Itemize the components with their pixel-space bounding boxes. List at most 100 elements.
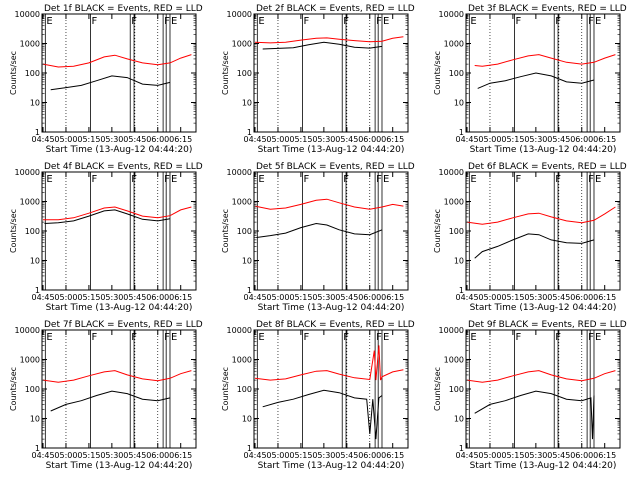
x-tick-label: 05:45 [123, 135, 146, 144]
y-tick-label: 1000 [444, 40, 464, 49]
series-line-events [256, 222, 383, 238]
x-tick-label: 06:15 [169, 135, 192, 144]
y-tick-label: 100 [25, 385, 40, 394]
interval-marker-label: E [46, 332, 52, 343]
x-tick-label: 05:00 [478, 293, 501, 302]
y-tick-label: 10000 [227, 10, 252, 19]
x-axis-label: Start Time (13-Aug-12 04:44:20) [470, 145, 617, 155]
interval-marker-label: F [588, 332, 594, 343]
interval-marker-label: E [470, 332, 476, 343]
x-tick-label: 05:00 [266, 135, 289, 144]
x-tick-label: 06:00 [570, 451, 593, 460]
series-line-lld [466, 370, 616, 383]
plot-frame [253, 13, 409, 133]
x-tick-label: 05:30 [312, 135, 335, 144]
x-tick-label: 06:15 [169, 451, 192, 460]
y-tick-label: 100 [237, 227, 252, 236]
chart-title: Det 8f BLACK = Events, RED = LLD [256, 320, 415, 330]
x-tick-label: 05:15 [289, 135, 312, 144]
interval-marker-label: F [376, 16, 382, 27]
interval-marker-label: E [171, 174, 177, 185]
x-tick-label: 05:45 [335, 451, 358, 460]
plot-frame [41, 13, 197, 133]
interval-marker-label: E [258, 174, 264, 185]
series-line-lld [43, 206, 192, 221]
chart-title: Det 7f BLACK = Events, RED = LLD [44, 320, 203, 330]
interval-marker-label: E [595, 174, 601, 185]
plot-frame [253, 171, 409, 291]
y-axis-label: Counts/sec [9, 51, 18, 95]
y-tick-label: 1000 [20, 198, 40, 207]
y-tick-label: 100 [449, 69, 464, 78]
x-tick-label: 05:15 [501, 293, 524, 302]
plot-frame [465, 171, 621, 291]
x-tick-label: 06:00 [146, 135, 169, 144]
series-line-lld [254, 36, 404, 44]
x-tick-label: 06:15 [593, 293, 616, 302]
y-tick-label: 1000 [444, 356, 464, 365]
x-tick-label: 05:00 [478, 135, 501, 144]
x-tick-label: 05:30 [524, 293, 547, 302]
interval-marker-label: F [376, 332, 382, 343]
x-tick-label: 05:00 [266, 293, 289, 302]
x-tick-label: 04:45 [243, 135, 266, 144]
y-tick-label: 100 [237, 69, 252, 78]
plot-frame [253, 329, 409, 449]
series-line-lld [254, 345, 404, 381]
y-axis-label: Counts/sec [221, 367, 230, 411]
chart-panel: Det 3f BLACK = Events, RED = LLDEFFFE110… [433, 4, 627, 155]
x-tick-label: 06:00 [358, 293, 381, 302]
x-tick-label: 05:00 [54, 293, 77, 302]
y-axis-label: Counts/sec [221, 51, 230, 95]
plot-frame [41, 329, 197, 449]
x-tick-label: 05:15 [289, 293, 312, 302]
interval-marker-label: E [595, 332, 601, 343]
plot-frame [465, 13, 621, 133]
x-tick-label: 06:00 [358, 451, 381, 460]
series-line-lld [42, 54, 192, 68]
y-tick-label: 100 [25, 69, 40, 78]
interval-marker-label: F [164, 174, 170, 185]
chart-panel: Det 5f BLACK = Events, RED = LLDEFFFE110… [221, 162, 415, 313]
x-tick-label: 05:15 [77, 135, 100, 144]
y-tick-label: 100 [237, 385, 252, 394]
y-axis-label: Counts/sec [433, 51, 442, 95]
x-tick-label: 05:15 [77, 451, 100, 460]
x-tick-label: 05:00 [54, 451, 77, 460]
y-tick-label: 1000 [232, 40, 252, 49]
chart-panel: Det 7f BLACK = Events, RED = LLDEFFFE110… [9, 320, 203, 471]
y-tick-label: 1000 [444, 198, 464, 207]
x-tick-label: 04:45 [455, 451, 478, 460]
interval-marker-label: F [164, 332, 170, 343]
x-axis-label: Start Time (13-Aug-12 04:44:20) [470, 303, 617, 313]
x-tick-label: 05:30 [312, 451, 335, 460]
y-axis-label: Counts/sec [433, 367, 442, 411]
series-line-events [474, 233, 595, 259]
interval-marker-label: E [383, 16, 389, 27]
y-tick-label: 1 [247, 444, 252, 453]
x-tick-label: 04:45 [455, 293, 478, 302]
interval-marker-label: F [91, 332, 97, 343]
x-tick-label: 05:45 [547, 451, 570, 460]
x-tick-label: 06:15 [381, 135, 404, 144]
series-line-events [474, 390, 595, 440]
interval-marker-label: F [515, 174, 521, 185]
interval-marker-label: F [515, 16, 521, 27]
chart-title: Det 6f BLACK = Events, RED = LLD [468, 162, 627, 172]
chart-title: Det 2f BLACK = Events, RED = LLD [256, 4, 415, 14]
y-tick-label: 1 [35, 444, 40, 453]
x-tick-label: 06:00 [146, 451, 169, 460]
x-tick-label: 05:30 [100, 451, 123, 460]
interval-marker-label: F [303, 174, 309, 185]
y-axis-label: Counts/sec [221, 209, 230, 253]
x-tick-label: 05:00 [54, 135, 77, 144]
x-tick-label: 06:15 [593, 451, 616, 460]
interval-marker-label: F [303, 16, 309, 27]
interval-marker-label: E [595, 16, 601, 27]
chart-title: Det 5f BLACK = Events, RED = LLD [256, 162, 415, 172]
x-tick-label: 05:15 [289, 451, 312, 460]
y-tick-label: 1000 [20, 40, 40, 49]
interval-marker-label: E [171, 16, 177, 27]
series-line-events [50, 390, 171, 412]
x-axis-label: Start Time (13-Aug-12 04:44:20) [46, 461, 193, 471]
